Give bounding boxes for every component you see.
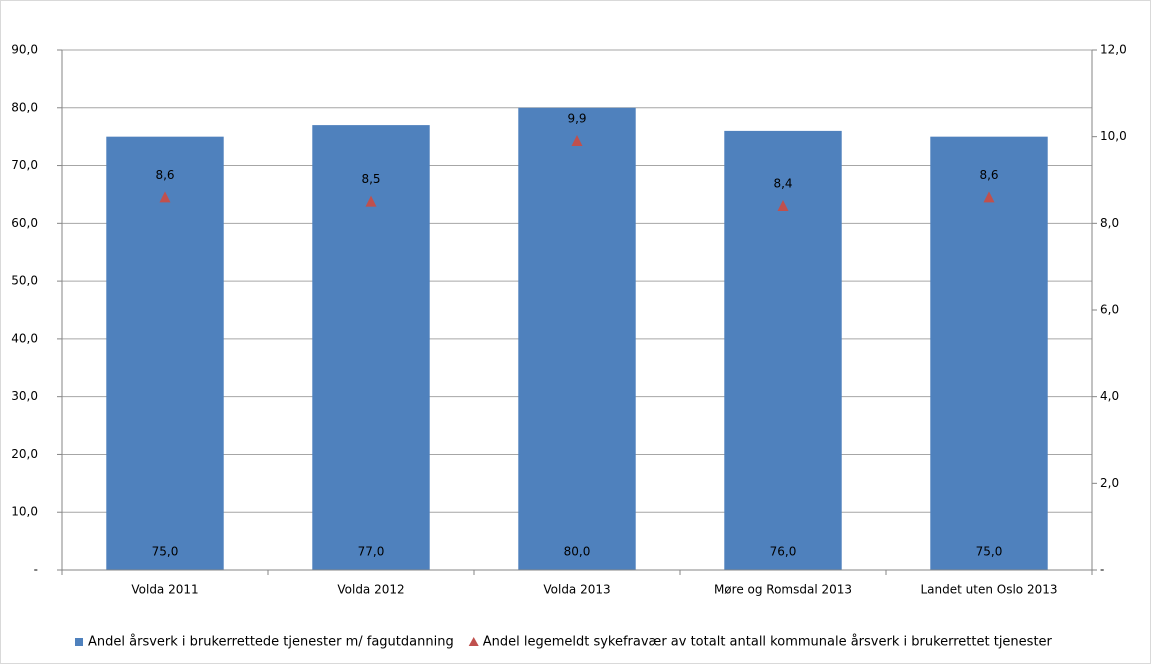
y-tick-label: 60,0 xyxy=(11,216,38,230)
x-tick-label: Volda 2011 xyxy=(131,583,198,597)
legend-swatch xyxy=(468,637,479,646)
bar-value-label: 76,0 xyxy=(770,545,797,559)
triangle-marker xyxy=(159,191,171,203)
legend-label: Andel legemeldt sykefravær av totalt ant… xyxy=(483,635,1053,650)
y2-tick-label: 12,0 xyxy=(1100,43,1127,57)
x-tick-label: Møre og Romsdal 2013 xyxy=(714,583,852,597)
triangle-marker xyxy=(983,191,995,203)
y-tick-label: 80,0 xyxy=(11,100,38,114)
bar xyxy=(106,136,224,570)
x-tick-label: Volda 2012 xyxy=(337,583,404,597)
point-value-label: 8,5 xyxy=(361,172,380,186)
y2-tick-label: 2,0 xyxy=(1100,476,1119,490)
y-tick-label: 10,0 xyxy=(11,505,38,519)
bar-value-label: 75,0 xyxy=(976,545,1003,559)
y-tick-label: 30,0 xyxy=(11,389,38,403)
triangle-marker xyxy=(365,195,377,207)
bar xyxy=(930,136,1048,570)
triangle-marker xyxy=(777,200,789,211)
x-tick-label: Landet uten Oslo 2013 xyxy=(920,583,1057,597)
point-value-label: 8,4 xyxy=(773,177,792,191)
bar xyxy=(312,125,430,570)
y-tick-label: 40,0 xyxy=(11,331,38,345)
x-tick-label: Volda 2013 xyxy=(543,583,610,597)
y-tick-label: 70,0 xyxy=(11,158,38,172)
point-value-label: 9,9 xyxy=(567,112,586,126)
y2-tick-label: - xyxy=(1100,563,1104,577)
bar-value-label: 80,0 xyxy=(564,545,591,559)
point-value-label: 8,6 xyxy=(155,168,174,182)
y-tick-label: 20,0 xyxy=(11,447,38,461)
bar xyxy=(518,107,636,571)
legend-swatch xyxy=(75,638,83,646)
legend-label: Andel årsverk i brukerrettede tjenester … xyxy=(88,635,454,650)
point-value-label: 8,6 xyxy=(979,168,998,182)
bar-value-label: 77,0 xyxy=(358,545,385,559)
y-tick-label: 50,0 xyxy=(11,274,38,288)
y2-tick-label: 6,0 xyxy=(1100,303,1119,317)
y2-tick-label: 8,0 xyxy=(1100,216,1119,230)
bar xyxy=(724,130,842,570)
y-tick-label: - xyxy=(34,563,38,577)
y-tick-label: 90,0 xyxy=(11,43,38,57)
y2-tick-label: 10,0 xyxy=(1100,129,1127,143)
y2-tick-label: 4,0 xyxy=(1100,389,1119,403)
bar-value-label: 75,0 xyxy=(152,545,179,559)
triangle-marker xyxy=(571,135,583,146)
